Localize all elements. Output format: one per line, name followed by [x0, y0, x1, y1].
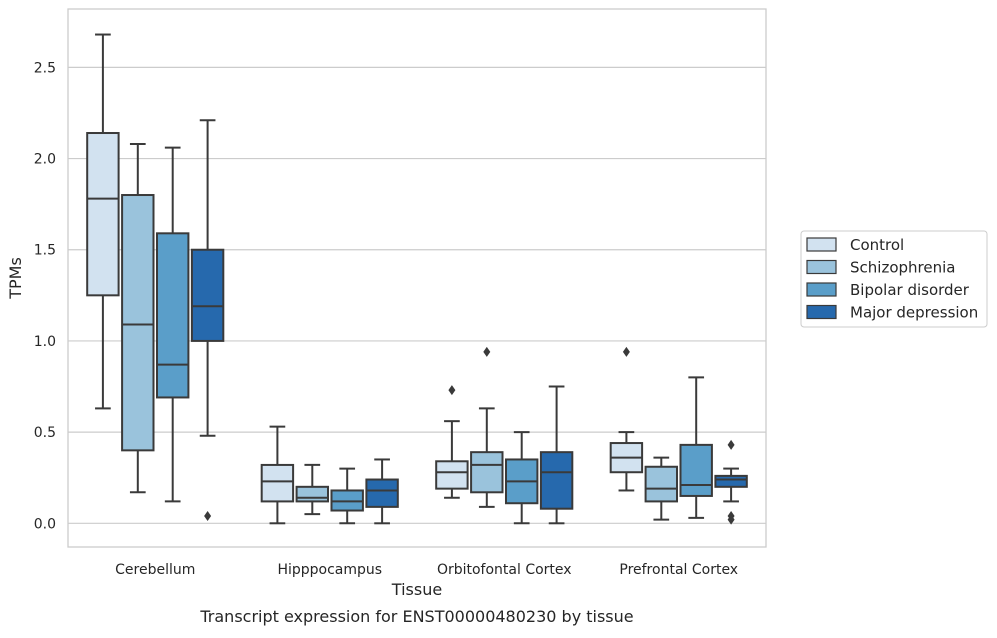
outlier-marker: [727, 514, 735, 525]
box-body: [121, 194, 155, 452]
x-axis-ticks: Cerebellum Hipppocampus Orbitofontal Corte…: [115, 562, 738, 578]
y-tick-label: 0.0: [34, 516, 56, 532]
box-prefrontal-cortex-major-depression: [714, 439, 748, 525]
box-body: [644, 465, 679, 503]
y-tick-label: 0.5: [34, 425, 56, 441]
box-cerebellum-control: [86, 33, 120, 410]
boxes: [86, 33, 748, 525]
box-body: [86, 132, 120, 297]
x-tick-label: Hipppocampus: [277, 562, 382, 578]
box-body: [539, 451, 574, 510]
box-prefrontal-cortex-bipolar-disorder: [679, 376, 713, 519]
x-axis-label: Tissue: [391, 580, 442, 599]
legend-items: Control Schizophrenia Bipolar disorder Majo…: [806, 236, 978, 322]
x-tick-label: Cerebellum: [115, 562, 195, 578]
legend-swatch: [806, 304, 837, 320]
box-cerebellum-schizophrenia: [121, 142, 155, 494]
box-orbitofontal-cortex-control: [435, 385, 469, 499]
x-tick-label: Orbitofontal Cortex: [437, 562, 572, 578]
outlier-marker: [622, 346, 630, 357]
figure-caption: Transcript expression for ENST0000048023…: [199, 607, 633, 626]
legend-swatch: [806, 237, 837, 252]
box-orbitofontal-cortex-major-depression: [539, 385, 574, 525]
y-tick-label: 1.5: [34, 243, 56, 259]
legend-swatch: [806, 282, 837, 297]
y-axis-label: TPMs: [6, 257, 25, 300]
plot-frame: [67, 8, 767, 548]
legend-swatch: [806, 259, 837, 275]
y-axis-ticks: 0.0 0.5 1.0 1.5 2.0 2.5: [34, 60, 56, 532]
legend: Control Schizophrenia Bipolar disorder Majo…: [800, 230, 988, 328]
legend-label: Control: [850, 236, 904, 254]
box-body: [190, 248, 225, 342]
y-tick-label: 1.0: [34, 334, 56, 350]
x-tick-label: Prefrontal Cortex: [619, 562, 738, 578]
box-body: [155, 232, 190, 399]
outlier-marker: [448, 385, 456, 396]
box-hipppocampus-bipolar-disorder: [330, 467, 364, 525]
box-hipppocampus-major-depression: [365, 458, 399, 525]
box-body: [679, 443, 713, 497]
y-tick-label: 2.5: [34, 60, 56, 76]
box-body: [470, 451, 504, 494]
box-body: [435, 460, 469, 490]
box-cerebellum-bipolar-disorder: [155, 146, 190, 503]
box-orbitofontal-cortex-bipolar-disorder: [504, 431, 539, 525]
box-hipppocampus-schizophrenia: [295, 463, 330, 516]
outlier-marker: [204, 510, 212, 521]
legend-label: Major depression: [850, 304, 978, 322]
box-body: [260, 463, 295, 503]
outlier-marker: [727, 439, 735, 450]
y-tick-label: 2.0: [34, 152, 56, 168]
outlier-marker: [483, 346, 491, 357]
legend-label: Schizophrenia: [850, 259, 955, 277]
box-prefrontal-cortex-control: [609, 346, 644, 492]
box-orbitofontal-cortex-schizophrenia: [470, 346, 504, 508]
box-body: [365, 478, 399, 508]
box-body: [714, 474, 748, 488]
box-hipppocampus-control: [260, 425, 295, 525]
box-prefrontal-cortex-schizophrenia: [644, 456, 679, 521]
box-body: [295, 485, 330, 503]
box-cerebellum-major-depression: [190, 119, 225, 521]
legend-frame: [800, 230, 988, 328]
legend-label: Bipolar disorder: [850, 281, 970, 299]
